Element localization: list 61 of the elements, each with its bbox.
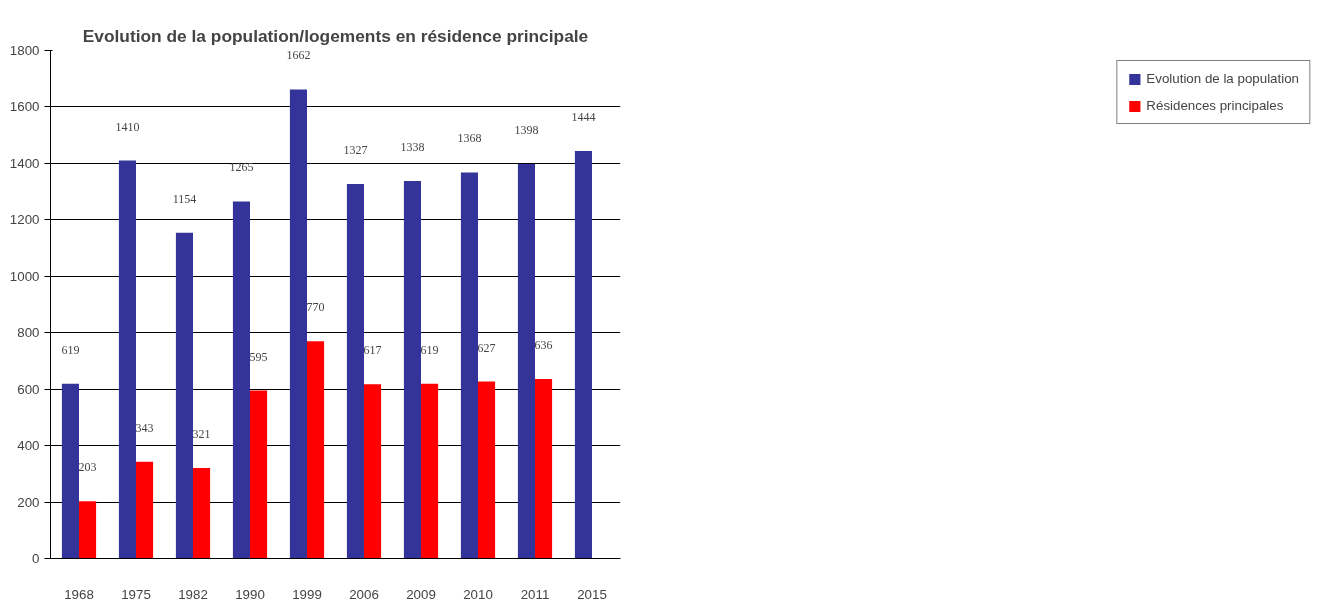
data-label: 1662 [286,48,311,63]
bar [403,180,421,559]
y-tick-label: 200 [17,494,40,510]
bar [289,89,307,559]
y-tick-label: 800 [17,325,40,341]
bar [136,461,154,559]
x-tick-label: 2010 [463,586,493,602]
data-label: 595 [249,349,268,364]
y-tick-label: 0 [32,551,40,566]
data-label: 617 [363,343,382,358]
chart-title: Evolution de la population/logements en résidence principale [82,25,589,46]
x-tick-label: 1999 [292,586,322,602]
x-tick-label: 1975 [121,586,151,602]
data-label: 1410 [115,119,140,134]
data-label: 321 [192,426,211,441]
y-tick-label: 1800 [9,43,40,58]
bar [478,381,496,559]
x-tick-label: 2009 [406,586,436,602]
bar [79,501,97,559]
legend-label: Résidences principales [1146,98,1284,113]
x-tick-label: 1968 [64,586,94,602]
data-label: 770 [306,300,325,315]
x-tick-label: 2006 [349,586,379,602]
y-tick-label: 1000 [9,268,40,284]
bar [346,183,364,559]
y-tick-label: 600 [17,381,40,397]
bar [175,232,193,559]
bar [460,172,478,559]
x-tick-label: 2015 [577,586,607,602]
x-tick-label: 1982 [178,586,208,602]
y-tick-label: 400 [17,438,40,454]
data-label: 1368 [457,131,482,146]
data-label: 1398 [514,122,539,137]
data-label: 1338 [400,139,425,154]
data-label: 619 [420,342,439,357]
bar [61,383,79,559]
data-label: 636 [534,338,553,353]
data-label: 343 [135,420,154,435]
y-tick-label: 1400 [9,155,40,171]
bar [250,390,268,559]
bar [118,160,136,559]
data-label: 1327 [343,142,368,157]
bar [364,384,382,559]
bar [574,150,592,559]
data-label: 1154 [172,191,197,206]
data-label: 1444 [571,109,596,124]
bar [421,383,439,559]
y-tick-label: 1200 [9,212,40,228]
bar [535,379,553,559]
x-tick-label: 1990 [235,586,265,602]
data-label: 619 [61,342,80,357]
legend-label: Evolution de la population [1146,71,1299,86]
bar [517,163,535,559]
bar [307,341,325,559]
x-tick-label: 2011 [520,586,550,602]
bar [193,467,211,559]
data-label: 203 [78,460,97,475]
data-label: 627 [477,340,496,355]
y-tick-label: 1600 [9,99,40,115]
data-label: 1265 [229,160,254,175]
bar [232,201,250,559]
